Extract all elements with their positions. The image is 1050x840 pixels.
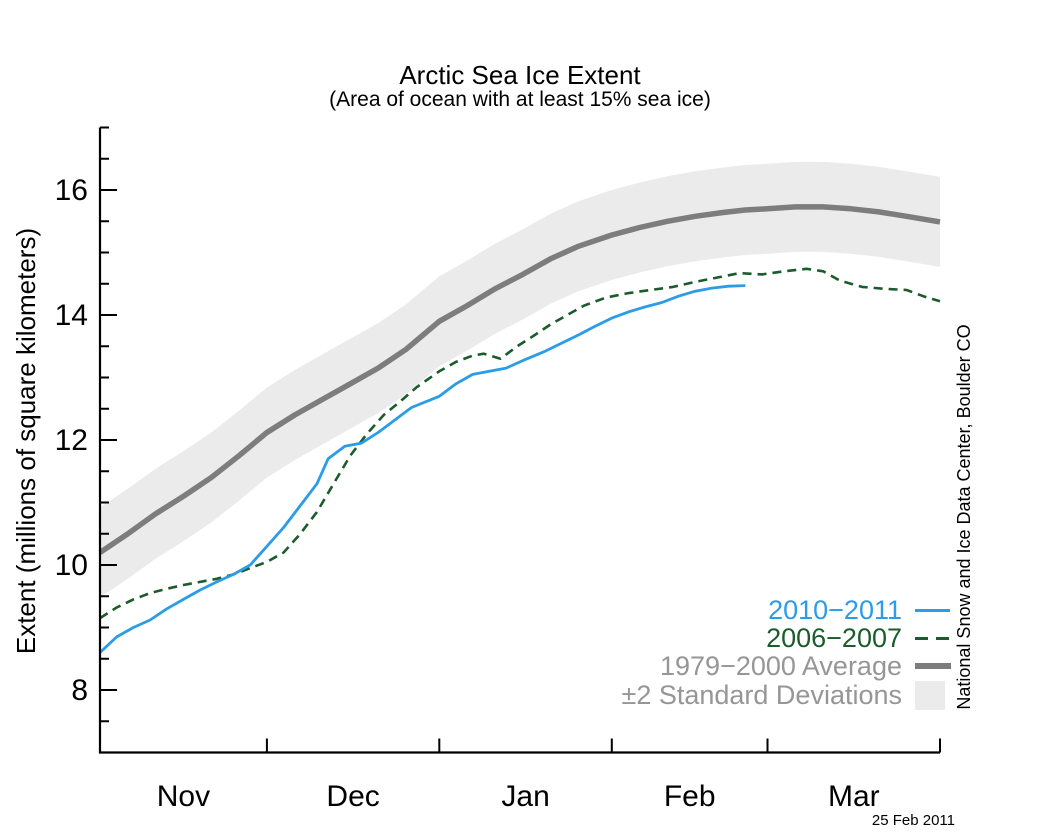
gray-band-swatch: [915, 680, 945, 710]
legend-sample-2006-2007: [902, 636, 952, 640]
x-month-label: Mar: [828, 780, 880, 813]
blue-solid-line-swatch: [915, 608, 950, 612]
date-stamp: 25 Feb 2011: [871, 812, 955, 829]
legend-sample-1979-2000-average: [902, 663, 952, 669]
y-tick-label: 12: [55, 424, 88, 457]
y-tick-label: 10: [55, 549, 88, 582]
legend-label-2006-2007: 2006−2007: [766, 622, 902, 653]
chart-title: Arctic Sea Ice Extent: [399, 60, 641, 90]
x-month-label: Nov: [157, 780, 210, 813]
legend: 2010−2011 2006−2007 1979−2000 Average ±2…: [622, 594, 952, 710]
legend-item-1979-2000-average: 1979−2000 Average: [622, 650, 952, 681]
axis-ticks: [100, 126, 941, 754]
series-2010-2011: [99, 284, 746, 654]
chart-subtitle: (Area of ocean with at least 15% sea ice…: [329, 88, 711, 111]
series-1979-2000-average: [98, 204, 941, 555]
green-dashed-line-swatch: [915, 636, 952, 640]
y-tick-label: 16: [55, 174, 88, 207]
y-tick-label: 8: [71, 674, 88, 707]
data-center-credit: National Snow and Ice Data Center, Bould…: [954, 324, 974, 710]
stddev-band: [100, 161, 940, 598]
legend-item-std-deviations: ±2 Standard Deviations: [622, 680, 952, 710]
gray-thick-line-swatch: [915, 663, 951, 669]
legend-label-1979-2000-average: 1979−2000 Average: [660, 650, 902, 681]
y-axis-title: Extent (millions of square kilometers): [11, 227, 41, 655]
legend-item-2010-2011: 2010−2011: [622, 594, 952, 625]
x-month-label: Dec: [326, 780, 379, 813]
x-month-label: Feb: [664, 780, 716, 813]
y-tick-label: 14: [55, 299, 88, 332]
legend-label-std-deviations: ±2 Standard Deviations: [621, 679, 902, 710]
x-month-label: Jan: [501, 780, 549, 813]
legend-sample-std-deviations: [902, 680, 952, 710]
legend-label-2010-2011: 2010−2011: [768, 594, 902, 625]
legend-sample-2010-2011: [902, 608, 952, 612]
legend-item-2006-2007: 2006−2007: [622, 622, 952, 653]
